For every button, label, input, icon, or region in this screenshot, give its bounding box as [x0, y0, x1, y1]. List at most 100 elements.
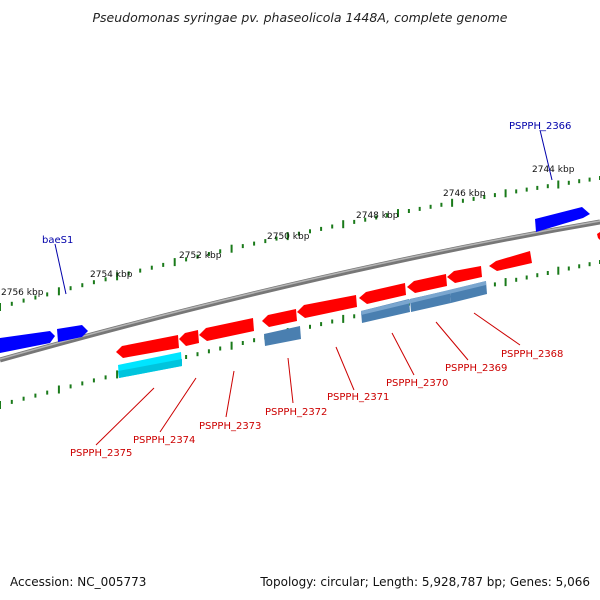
outer-ring-minor-tick — [364, 217, 367, 222]
outer-ring-minor-tick — [150, 265, 153, 270]
forward-genes — [0, 207, 590, 353]
gene-baeS1[interactable] — [57, 325, 88, 342]
leader-PSPPH_2375 — [95, 387, 155, 446]
scale-label-2754: 2754 kbp — [90, 270, 133, 280]
genome-backbone-highlight — [0, 220, 600, 360]
outer-ring-minor-tick — [253, 241, 256, 246]
outer-ring-major-tick — [557, 180, 560, 189]
scale-labels: 2744 kbp 2746 kbp 2748 kbp 2750 kbp 2752… — [1, 165, 575, 298]
outer-ring-minor-tick — [493, 193, 496, 198]
outer-ring-minor-tick — [525, 187, 528, 192]
inner-ring-major-tick — [557, 266, 560, 275]
label-baeS1[interactable]: baeS1 — [42, 235, 73, 246]
outer-ring-minor-tick — [275, 236, 278, 241]
inner-ring-minor-tick — [92, 378, 95, 383]
outer-ring-minor-tick — [92, 280, 95, 285]
inner-ring-minor-tick — [493, 282, 496, 287]
genome-summary: Topology: circular; Length: 5,928,787 bp… — [260, 575, 590, 589]
inner-ring-minor-tick — [241, 341, 244, 345]
outer-ring-minor-tick — [241, 244, 244, 249]
label-PSPPH_2374[interactable]: PSPPH_2374 — [133, 435, 195, 446]
label-PSPPH_2371[interactable]: PSPPH_2371 — [327, 392, 389, 403]
gene-partial-right[interactable] — [597, 232, 600, 240]
label-PSPPH_2368[interactable]: PSPPH_2368 — [501, 349, 563, 360]
outer-ring-minor-tick — [196, 254, 199, 259]
scale-label-2752: 2752 kbp — [179, 251, 222, 261]
label-leaders — [54, 129, 553, 446]
gene-PSPPH_2373[interactable] — [199, 318, 254, 341]
inner-ring-minor-tick — [196, 352, 199, 357]
label-PSPPH_2369[interactable]: PSPPH_2369 — [445, 363, 507, 374]
inner-ring-minor-tick — [331, 319, 334, 324]
inner-ring-minor-tick — [525, 275, 528, 280]
outer-ring-minor-tick — [10, 301, 13, 306]
inner-ring-major-tick — [342, 314, 345, 323]
gene-PSPPH_2372[interactable] — [262, 309, 297, 327]
inner-ring-minor-tick — [219, 346, 222, 351]
map-title: Pseudomonas syringae pv. phaseolicola 14… — [92, 10, 508, 25]
outer-ring-minor-tick — [386, 213, 389, 218]
outer-ring-minor-tick — [440, 202, 443, 207]
scale-label-2748: 2748 kbp — [356, 211, 399, 221]
outer-ring-minor-tick — [483, 195, 486, 199]
inner-ring-minor-tick — [34, 393, 37, 398]
outer-ring-major-tick — [397, 209, 399, 218]
inner-ring-major-tick — [0, 401, 1, 409]
outer-ring-minor-tick — [219, 249, 222, 254]
outer-ring-major-tick — [0, 303, 1, 311]
inner-ring-minor-tick — [353, 314, 356, 319]
gene-PSPPH_2374[interactable] — [179, 330, 199, 346]
outer-ring-minor-tick — [207, 252, 210, 256]
outer-ring-minor-tick — [515, 189, 518, 194]
feature-blue-2372[interactable] — [264, 326, 301, 346]
reverse-genes — [116, 232, 600, 358]
outer-ring-major-tick — [116, 272, 119, 281]
gene-PSPPH_2371[interactable] — [297, 295, 357, 318]
gene-PSPPH_2370[interactable] — [359, 283, 406, 304]
gene-PSPPH_2375[interactable] — [116, 335, 179, 358]
outer-ring-minor-tick — [546, 184, 549, 189]
leader-PSPPH_2370 — [391, 332, 415, 376]
gene-PSPPH_2368[interactable] — [489, 251, 532, 271]
feature-blue-highlight — [361, 281, 486, 315]
inner-ring-minor-tick — [207, 349, 210, 354]
leader-PSPPH_2366 — [539, 129, 553, 181]
gene-PSPPH_2366[interactable] — [535, 207, 590, 232]
gene-forward[interactable] — [0, 331, 55, 353]
inner-ring-minor-tick — [81, 381, 84, 386]
inner-ring-minor-tick — [515, 277, 518, 282]
outer-ring-minor-tick — [81, 283, 84, 288]
label-PSPPH_2372[interactable]: PSPPH_2372 — [265, 407, 327, 418]
accession-label: Accession: NC_005773 — [10, 575, 147, 589]
label-PSPPH_2375[interactable]: PSPPH_2375 — [70, 448, 132, 459]
label-PSPPH_2373[interactable]: PSPPH_2373 — [199, 421, 261, 432]
inner-ring-minor-tick — [46, 390, 49, 395]
inner-ring-minor-tick — [320, 322, 323, 327]
leader-PSPPH_2373 — [225, 370, 235, 418]
inner-ring-minor-tick — [536, 273, 539, 278]
leader-baeS1 — [54, 243, 67, 295]
outer-ring-minor-tick — [353, 219, 356, 224]
outer-ring-major-tick — [342, 220, 345, 229]
outer-ring-minor-tick — [139, 268, 142, 273]
gene-PSPPH_2369b[interactable] — [447, 266, 482, 283]
outer-ring-minor-tick — [46, 292, 49, 297]
inner-ring-major-tick — [230, 341, 233, 350]
outer-ring-minor-tick — [418, 206, 421, 211]
outer-ring-minor-tick — [22, 298, 25, 303]
scale-label-2746: 2746 kbp — [443, 189, 486, 199]
inner-ring-minor-tick — [578, 264, 581, 269]
inner-ring-minor-tick — [309, 324, 311, 329]
outer-ring-major-tick — [173, 258, 176, 267]
outer-ring-minor-tick — [320, 226, 323, 231]
label-PSPPH_2366[interactable]: PSPPH_2366 — [509, 121, 571, 132]
gene-labels: PSPPH_2366 baeS1 PSPPH_2368 PSPPH_2369 P… — [42, 121, 571, 459]
inner-ring-minor-tick — [567, 266, 570, 271]
outer-ring-major-tick — [451, 198, 454, 207]
outer-ring-minor-tick — [162, 262, 165, 267]
genome-backbone — [0, 219, 600, 363]
outer-ring-minor-tick — [578, 179, 581, 184]
outer-ring-minor-tick — [34, 295, 37, 300]
label-PSPPH_2370[interactable]: PSPPH_2370 — [386, 378, 448, 389]
gene-PSPPH_2369[interactable] — [407, 274, 447, 293]
